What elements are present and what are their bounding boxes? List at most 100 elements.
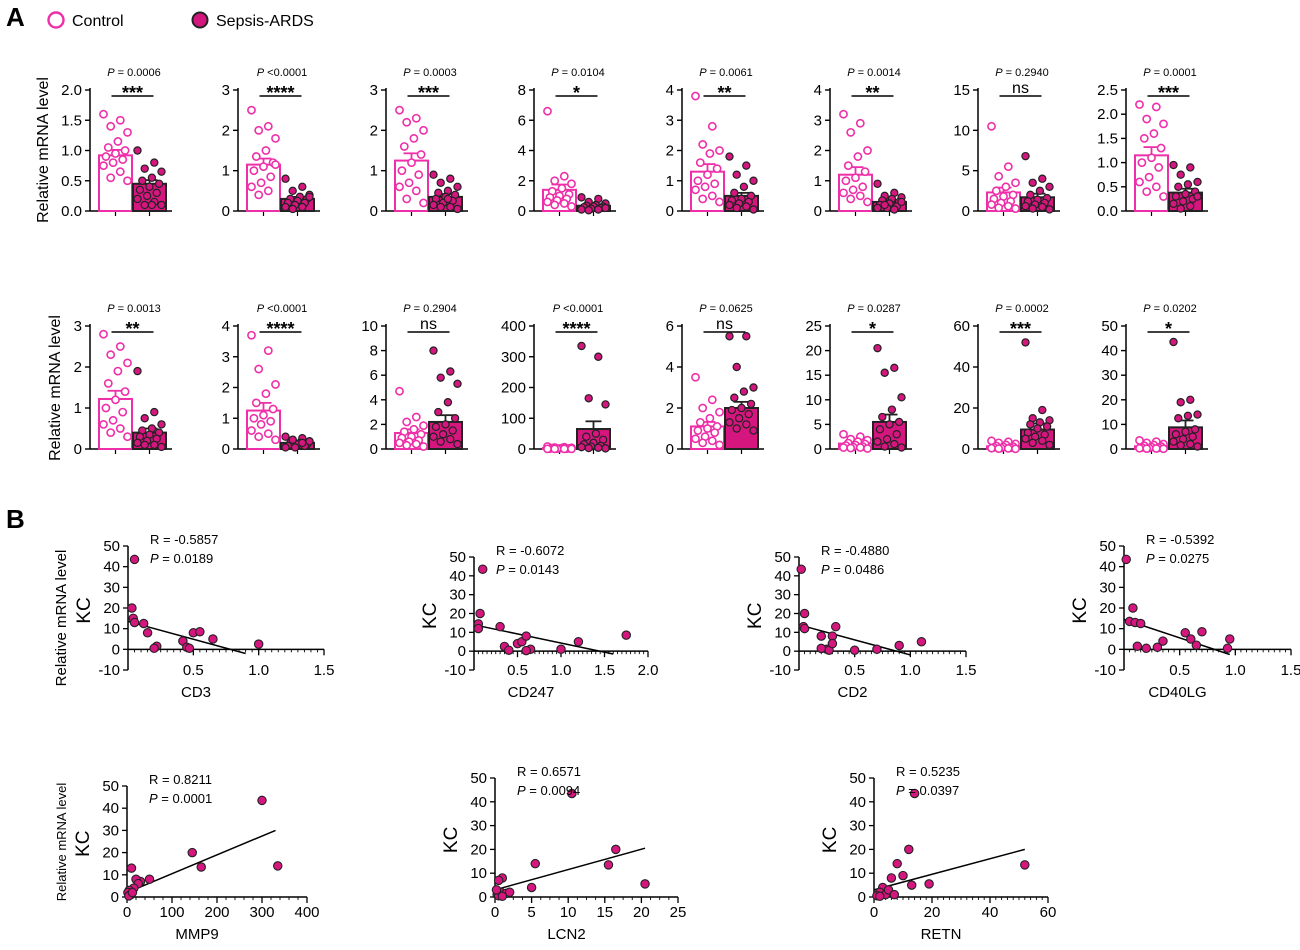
point-control [123,127,132,137]
y-tick-label: 0 [370,203,378,220]
p-number: 0.0397 [920,783,960,798]
point-control [251,152,261,161]
point-control [698,194,708,204]
point-sepsis [157,167,166,176]
y-tick-label: 30 [449,587,466,604]
regression-line [127,620,246,655]
point-sepsis [1193,177,1202,187]
y-tick-label: 4 [222,318,230,335]
r-value: R = 0.5235 [896,764,960,779]
y-tick-label: 2.0 [1097,106,1118,123]
r-prefix: R = [496,543,520,558]
point-sepsis [1181,427,1190,436]
point-sepsis [732,203,741,213]
r-value: R = -0.4880 [821,543,889,558]
point-sepsis [147,200,157,210]
point-control [707,436,717,446]
scatter-point [889,889,900,900]
point-sepsis [152,188,161,198]
scatter-point [495,621,505,632]
point-sepsis [1193,410,1202,419]
p-number: = 0.0625 [707,303,753,315]
point-control [101,152,111,161]
scatter-point [567,788,577,799]
p-value: P = 0.0287 [847,303,901,315]
y-tick-label: 0 [962,203,970,220]
point-sepsis [453,182,462,191]
point-sepsis [133,194,142,204]
y-tick-label: 50 [1101,318,1118,335]
p-label: P [107,303,115,315]
scatter-point [127,603,137,613]
scatter-point [827,638,838,649]
y-tick-label: 5 [814,416,822,433]
y-tick-label: 0 [1110,441,1118,458]
point-sepsis [140,164,149,173]
p-value: P = 0.0275 [1146,551,1209,566]
y-tick-label: 10 [470,865,487,882]
point-sepsis [443,398,453,407]
p-label: P [149,791,158,806]
y-tick-label: 2 [74,359,82,376]
point-sepsis [1174,414,1183,423]
scatter-point [849,645,860,655]
point-control [115,342,125,351]
point-control [1003,162,1013,172]
point-control [848,185,858,195]
point-control [698,438,708,448]
scatter-point [208,634,218,644]
scatter-point [526,882,537,893]
scatter-point [1135,618,1146,629]
p-label: P [1143,303,1151,315]
point-sepsis [1042,422,1052,431]
charts-layer: P = 0.0006***0.00.51.01.52.0P <0.0001***… [61,67,1300,943]
point-sepsis [1176,204,1185,213]
point-sepsis [894,417,904,427]
y-tick-label: 3 [222,82,230,99]
p-value: P = 0.0006 [107,67,161,79]
point-control [715,146,724,155]
point-sepsis [601,400,610,409]
point-sepsis [742,332,751,341]
p-label: P [699,67,707,79]
y-axis-label: KC [745,603,766,629]
scatter-point [129,617,140,628]
scatter-point [1158,636,1168,646]
regression-line [494,847,646,891]
y-tick-label: 50 [1099,538,1116,555]
point-control [419,125,428,135]
point-control [559,171,569,181]
scatter-point [491,885,502,895]
p-number: <0.0001 [264,303,307,315]
point-sepsis [441,420,450,429]
point-control [858,182,868,192]
point-sepsis [1176,441,1185,450]
p-number: 0.0143 [520,562,560,577]
y-tick-label: 3 [814,112,822,129]
ylabel-row1: Relative mRNA level [35,77,52,223]
point-sepsis [298,182,307,191]
scatter-point [1197,627,1207,637]
point-sepsis [594,205,603,214]
r-value: R = -0.5857 [150,532,218,547]
point-sepsis [577,193,586,202]
y-tick-label: 0 [222,441,230,458]
point-control [419,442,428,451]
y-tick-label: 4 [370,392,378,409]
x-tick-label: 2.0 [638,662,659,679]
y-tick-label: 10 [102,867,119,884]
p-label: P [517,783,526,798]
y-tick-label: 0 [518,441,526,458]
point-sepsis [157,420,166,429]
scatter-point [521,631,531,641]
point-control [1147,153,1156,163]
y-tick-label: 50 [103,538,120,555]
x-axis-label: CD247 [508,684,555,701]
point-sepsis [727,405,737,415]
significance-label: **** [266,83,294,103]
y-tick-label: -10 [769,662,791,679]
point-sepsis [436,437,445,446]
p-number: 0.0275 [1170,551,1210,566]
